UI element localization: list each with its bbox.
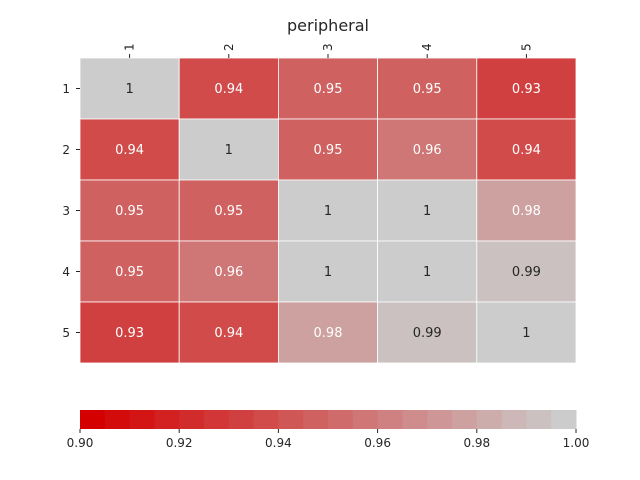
heatmap-cell xyxy=(377,240,478,303)
colorbar-segment xyxy=(204,410,230,429)
heatmap-cell-label: 0.93 xyxy=(512,82,541,97)
colorbar-tick-label: 0.96 xyxy=(364,436,391,450)
heatmap-cells xyxy=(79,57,577,364)
colorbar-tick-label: 0.90 xyxy=(67,436,94,450)
heatmap-cell xyxy=(476,118,577,181)
heatmap-cell-label: 0.94 xyxy=(214,82,243,97)
colorbar-segment xyxy=(427,410,453,429)
colorbar-segment xyxy=(80,410,106,429)
heatmap-cell xyxy=(476,301,577,364)
heatmap-cell-label: 1 xyxy=(423,265,431,280)
heatmap-cell-label: 0.96 xyxy=(413,143,442,158)
heatmap-cell-label: 1 xyxy=(324,204,332,219)
x-tick-label: 3 xyxy=(321,43,335,51)
heatmap-cell-labels: 1 0.94 0.95 0.95 0.93 0.94 1 0.95 0.96 0.94 0.95 0.… xyxy=(115,82,541,341)
colorbar-tick-label: 0.92 xyxy=(166,436,193,450)
y-tick-label: 4 xyxy=(62,265,70,279)
heatmap-cell-label: 0.99 xyxy=(512,265,541,280)
y-axis-ticks: 1 2 3 4 5 xyxy=(62,82,80,340)
colorbar-segment xyxy=(278,410,304,429)
heatmap-cell-label: 0.98 xyxy=(512,204,541,219)
heatmap-cell xyxy=(277,240,378,303)
heatmap-cell xyxy=(79,57,180,120)
heatmap-cell-label: 1 xyxy=(423,204,431,219)
colorbar-segment xyxy=(377,410,403,429)
heatmap-cell xyxy=(79,301,180,364)
y-tick-label: 5 xyxy=(62,326,70,340)
chart-title: peripheral xyxy=(287,16,369,35)
colorbar-segment xyxy=(526,410,552,429)
x-tick-label: 4 xyxy=(420,43,434,51)
heatmap-cell xyxy=(178,57,279,120)
heatmap-cell xyxy=(377,57,478,120)
colorbar-segment xyxy=(452,410,478,429)
colorbar-segment xyxy=(551,410,577,429)
colorbar-segment xyxy=(253,410,279,429)
x-tick-label: 5 xyxy=(519,43,533,51)
colorbar-segment xyxy=(154,410,180,429)
colorbar xyxy=(80,410,577,429)
heatmap-cell-label: 0.94 xyxy=(214,326,243,341)
heatmap-cell-label: 0.94 xyxy=(115,143,144,158)
x-axis-ticks: 1 2 3 4 5 xyxy=(123,43,533,58)
heatmap-cell-label: 0.95 xyxy=(314,82,343,97)
heatmap-cell-label: 0.93 xyxy=(115,326,144,341)
heatmap-cell xyxy=(277,301,378,364)
colorbar-segment xyxy=(328,410,354,429)
x-tick-label: 1 xyxy=(123,43,137,51)
heatmap-cell-label: 0.95 xyxy=(115,265,144,280)
colorbar-segment xyxy=(179,410,205,429)
colorbar-segment xyxy=(501,410,527,429)
heatmap-cell xyxy=(178,301,279,364)
colorbar-tick-label: 0.98 xyxy=(463,436,490,450)
y-tick-label: 3 xyxy=(62,204,70,218)
colorbar-segment xyxy=(303,410,329,429)
heatmap-cell xyxy=(377,179,478,242)
x-tick-label: 2 xyxy=(222,43,236,51)
heatmap-cell xyxy=(178,179,279,242)
y-tick-label: 2 xyxy=(62,143,70,157)
heatmap-cell-label: 1 xyxy=(225,143,233,158)
heatmap-cell xyxy=(79,118,180,181)
heatmap-cell xyxy=(476,179,577,242)
heatmap-cell-label: 0.94 xyxy=(512,143,541,158)
heatmap-cell-label: 1 xyxy=(522,326,530,341)
heatmap-cell-label: 1 xyxy=(125,82,133,97)
colorbar-segment xyxy=(352,410,379,429)
heatmap-cell-label: 0.99 xyxy=(413,326,442,341)
y-tick-label: 1 xyxy=(62,82,70,96)
heatmap-cell-label: 0.98 xyxy=(314,326,343,341)
colorbar-segment xyxy=(228,410,255,429)
colorbar-tick-label: 1.00 xyxy=(563,436,590,450)
colorbar-segment xyxy=(476,410,503,429)
heatmap-cell-label: 0.96 xyxy=(214,265,243,280)
heatmap-cell-label: 0.95 xyxy=(314,143,343,158)
colorbar-segment xyxy=(129,410,155,429)
heatmap-cell xyxy=(277,179,378,242)
colorbar-segment xyxy=(402,410,428,429)
heatmap-cell-label: 0.95 xyxy=(115,204,144,219)
heatmap-cell-label: 0.95 xyxy=(214,204,243,219)
heatmap-cell xyxy=(178,240,279,303)
colorbar-ticks: 0.90 0.92 0.94 0.96 0.98 1.00 xyxy=(67,429,590,450)
colorbar-tick-label: 0.94 xyxy=(265,436,292,450)
colorbar-segment xyxy=(104,410,131,429)
heatmap-cell-label: 0.95 xyxy=(413,82,442,97)
heatmap-cell-label: 1 xyxy=(324,265,332,280)
heatmap-cell xyxy=(277,118,378,181)
heatmap-cell xyxy=(476,57,577,120)
heatmap-cell xyxy=(476,240,577,303)
